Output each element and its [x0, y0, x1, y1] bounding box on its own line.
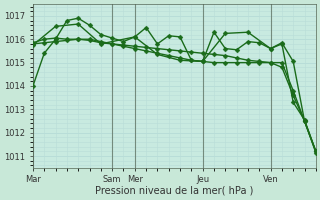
- X-axis label: Pression niveau de la mer( hPa ): Pression niveau de la mer( hPa ): [95, 186, 253, 196]
